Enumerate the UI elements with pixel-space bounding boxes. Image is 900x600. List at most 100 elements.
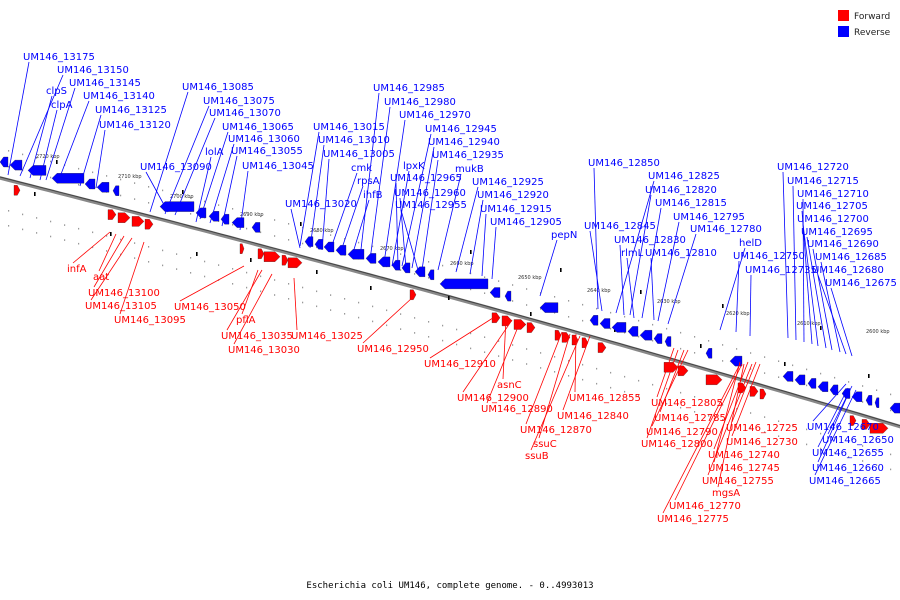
forward-gene-label-leader [662, 363, 741, 514]
forward-gene-label-leader [538, 333, 571, 439]
guide-dot [526, 348, 528, 350]
reverse-gene-label-leader [481, 213, 487, 277]
forward-gene-arrow [287, 257, 303, 268]
position-mark [722, 304, 724, 308]
reverse-gene-label: rlmL [621, 248, 644, 259]
reverse-gene-label-leader [309, 144, 325, 249]
reverse-gene-label-leader [383, 119, 406, 264]
reverse-gene-label: UM146_12815 [655, 198, 727, 209]
guide-dot [148, 186, 150, 188]
guide-dot [64, 239, 66, 241]
guide-dot [596, 307, 598, 310]
forward-gene-label: UM146_12805 [651, 398, 723, 409]
reverse-gene-arrow [251, 222, 261, 233]
forward-gene-arrow [554, 330, 562, 341]
reverse-gene-label-leader [359, 92, 380, 259]
reverse-gene-label: lpxK [403, 161, 425, 172]
reverse-gene-label: UM146_13140 [83, 91, 155, 102]
guide-dot [568, 316, 570, 318]
forward-gene-label-leader [651, 349, 689, 427]
forward-gene-arrow [107, 209, 117, 220]
forward-gene-label-leader [179, 265, 245, 302]
reverse-gene-label-leader [817, 387, 849, 448]
tick-label: 2690 kbp [240, 212, 264, 218]
forward-gene-label: aat [93, 272, 109, 283]
reverse-gene-label: UM146_12935 [432, 150, 504, 161]
forward-gene-label: UM146_12840 [557, 411, 629, 422]
guide-dot [848, 441, 850, 443]
reverse-gene-label: UM146_12940 [428, 137, 500, 148]
guide-dot [764, 356, 766, 358]
forward-gene-label: UM146_12910 [424, 359, 496, 370]
reverse-gene-label-leader [817, 389, 851, 463]
guide-dot [624, 375, 626, 378]
guide-dot [652, 398, 654, 401]
reverse-gene-arrow [851, 391, 863, 402]
guide-dot [428, 277, 430, 279]
guide-dot [344, 313, 346, 315]
position-mark [640, 290, 642, 294]
forward-gene-arrow [13, 185, 21, 196]
reverse-gene-label-leader [321, 158, 330, 251]
forward-gene-arrow [281, 255, 289, 266]
legend-reverse-swatch [838, 26, 849, 37]
forward-gene-label-leader [429, 315, 497, 359]
guide-dot [834, 376, 836, 379]
guide-dot [778, 376, 780, 378]
reverse-gene-arrow [489, 287, 501, 298]
guide-dot [554, 312, 556, 314]
forward-gene-label: UM146_13025 [291, 331, 363, 342]
guide-dot [862, 385, 864, 387]
guide-dot [456, 328, 458, 331]
reverse-gene-label-leader [735, 260, 740, 333]
guide-dot [792, 364, 794, 367]
guide-dot [274, 279, 276, 281]
tick-label: 2710 kbp [118, 174, 142, 180]
guide-dot [204, 275, 206, 278]
guide-dot [330, 309, 332, 311]
guide-dot [512, 300, 514, 302]
forward-gene-arrow [263, 251, 281, 262]
reverse-gene-label: UM146_12795 [673, 212, 745, 223]
guide-dot [274, 294, 276, 296]
position-mark [470, 250, 472, 254]
guide-dot [610, 311, 612, 314]
guide-dot [92, 246, 94, 249]
guide-dot [554, 356, 556, 358]
guide-dot [190, 213, 192, 215]
guide-dot [708, 400, 710, 402]
guide-dot [484, 276, 486, 278]
reverse-gene-arrow [84, 178, 96, 190]
reverse-gene-label-leader [619, 244, 625, 316]
guide-dot [764, 372, 766, 374]
reverse-gene-label-leader [239, 170, 249, 231]
guide-dot [666, 402, 668, 405]
guide-dot [890, 468, 892, 471]
guide-dot [22, 153, 24, 156]
reverse-gene-label: UM146_13120 [99, 120, 171, 131]
reverse-gene-label: UM146_13015 [313, 122, 385, 133]
guide-dot [484, 351, 486, 353]
reverse-gene-label: UM146_13020 [285, 199, 357, 210]
forward-gene-label-leader [486, 321, 521, 404]
guide-dot [498, 280, 500, 282]
guide-dot [8, 225, 10, 227]
guide-dot [400, 313, 402, 315]
guide-dot [148, 202, 150, 204]
forward-gene-label: asnC [497, 380, 522, 391]
reverse-gene-label: UM146_13060 [228, 134, 300, 145]
reverse-gene-label-leader [650, 257, 655, 321]
reverse-gene-label: UM146_12700 [797, 214, 869, 225]
guide-dot [50, 160, 52, 163]
position-mark [300, 222, 302, 226]
guide-dot [232, 268, 234, 270]
reverse-gene-label: UM146_12750 [733, 251, 805, 262]
reverse-gene-label: UM146_13055 [231, 146, 303, 157]
tick-label: 2650 kbp [518, 275, 542, 281]
forward-gene-label: UM146_12730 [726, 437, 798, 448]
guide-dot [750, 412, 752, 414]
guide-dot [400, 253, 402, 255]
guide-dot [694, 411, 696, 413]
reverse-gene-label: UM146_12670 [807, 422, 879, 433]
reverse-gene-arrow [817, 381, 829, 392]
